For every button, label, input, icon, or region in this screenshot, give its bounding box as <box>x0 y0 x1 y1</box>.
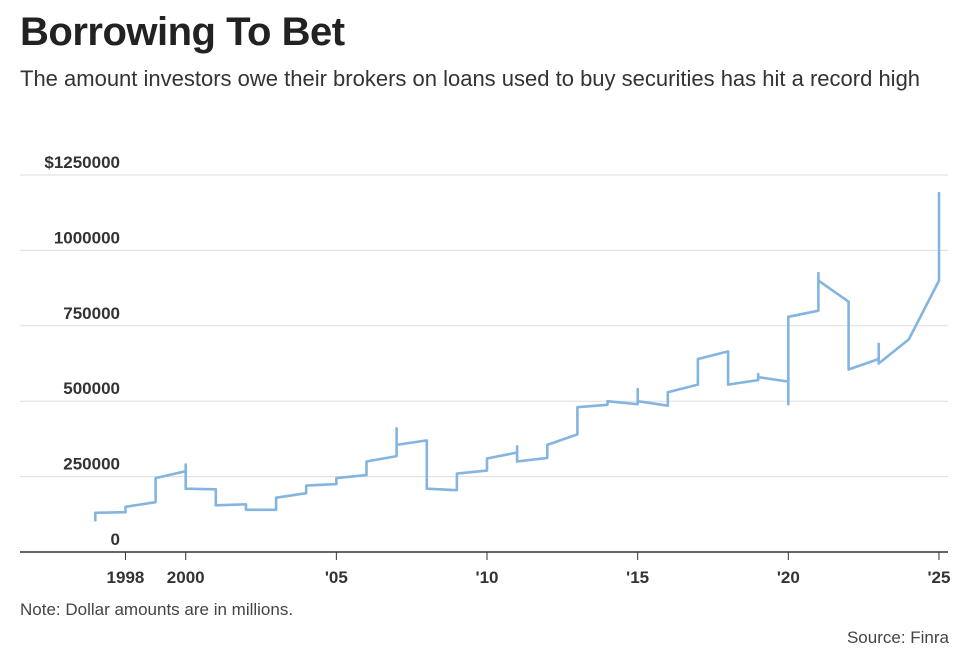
chart-source: Source: Finra <box>846 628 949 647</box>
y-tick-label: $1250000 <box>44 153 120 172</box>
y-tick-label: 500000 <box>63 379 120 398</box>
line-chart: $1250000 1000000 750000 500000 250000 0 1998 2… <box>20 153 950 587</box>
x-tick-label: 1998 <box>107 568 145 587</box>
x-tick-label: '15 <box>626 568 649 587</box>
gridlines <box>20 174 948 553</box>
chart-subtitle: The amount investors owe their brokers o… <box>20 66 921 91</box>
y-tick-label: 1000000 <box>54 228 120 247</box>
chart-title: Borrowing To Bet <box>20 10 345 54</box>
y-tick-label: 0 <box>111 530 120 549</box>
y-axis-ticks: $1250000 1000000 750000 500000 250000 0 <box>44 153 120 549</box>
x-axis-ticks: 1998 2000 '05 '10 '15 '20 '25 <box>107 552 950 587</box>
x-tick-label: '05 <box>325 568 348 587</box>
y-tick-label: 250000 <box>63 455 120 474</box>
series-line <box>94 191 941 522</box>
y-tick-label: 750000 <box>63 304 120 323</box>
x-tick-label: '25 <box>927 568 950 587</box>
chart-note: Note: Dollar amounts are in millions. <box>20 600 294 619</box>
x-tick-label: '20 <box>777 568 800 587</box>
x-tick-label: '10 <box>476 568 499 587</box>
x-tick-label: 2000 <box>167 568 205 587</box>
series-layer <box>94 191 941 522</box>
